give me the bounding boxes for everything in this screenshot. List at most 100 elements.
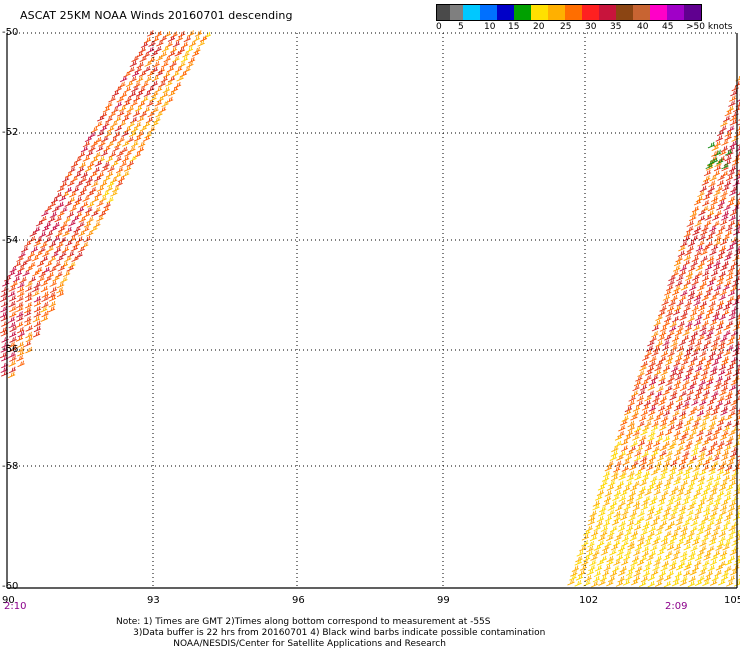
- wind-barb: [654, 364, 662, 372]
- wind-barb: [44, 236, 52, 243]
- wind-barb: [569, 574, 577, 581]
- wind-barb: [23, 340, 32, 348]
- wind-barb: [703, 530, 711, 537]
- wind-barb: [669, 370, 677, 377]
- wind-barb: [676, 274, 684, 282]
- wind-barb: [600, 529, 608, 537]
- wind-barb: [607, 504, 615, 511]
- wind-barb: [90, 126, 98, 133]
- wind-barb: [664, 479, 672, 487]
- wind-barb: [67, 250, 75, 258]
- wind-barb: [712, 480, 720, 488]
- wind-barb: [718, 294, 726, 301]
- wind-barb: [70, 161, 79, 168]
- wind-barb: [677, 439, 686, 446]
- wind-barb: [48, 255, 57, 263]
- wind-barb: [674, 329, 683, 337]
- wind-barb: [25, 280, 33, 288]
- wind-barb: [726, 364, 735, 371]
- wind-barb: [697, 215, 706, 222]
- wind-barb: [693, 225, 702, 232]
- wind-barb: [101, 135, 109, 143]
- wind-barb: [8, 321, 16, 329]
- wind-barb: [737, 169, 740, 172]
- wind-barb: [622, 458, 630, 466]
- wind-barb: [174, 49, 182, 57]
- wind-barb: [737, 264, 740, 267]
- wind-barb: [655, 359, 663, 367]
- wind-barb: [8, 341, 16, 348]
- wind-barb: [646, 365, 655, 372]
- wind-barb: [148, 126, 156, 133]
- wind-barb: [105, 115, 113, 123]
- wind-barb: [90, 225, 98, 232]
- wind-barb: [726, 269, 734, 277]
- wind-barb: [627, 420, 635, 428]
- wind-barb: [691, 424, 699, 432]
- legend-color-swatch: [633, 5, 650, 20]
- wind-barb: [85, 176, 93, 184]
- wind-barb: [646, 509, 655, 516]
- wind-barb: [41, 291, 49, 298]
- wind-barb: [686, 225, 694, 233]
- wind-barb: [68, 219, 76, 227]
- wind-barb: [721, 355, 730, 363]
- wind-barb: [122, 170, 130, 178]
- wind-barb: [648, 409, 656, 416]
- wind-barb: [618, 424, 626, 432]
- wind-barb: [642, 354, 650, 361]
- wind-barb: [669, 393, 677, 401]
- wind-barb: [590, 554, 598, 561]
- wind-barb: [659, 424, 667, 431]
- wind-barb: [648, 430, 656, 437]
- wind-barb: [673, 379, 682, 386]
- wind-barb: [29, 230, 37, 237]
- wind-barb: [682, 374, 691, 381]
- wind-barb: [671, 504, 679, 512]
- wind-barb: [725, 414, 733, 421]
- wind-barb: [627, 424, 635, 432]
- wind-barb: [632, 384, 640, 392]
- wind-barb: [147, 56, 156, 63]
- wind-barb: [726, 459, 734, 466]
- wind-barb: [715, 304, 724, 312]
- wind-barb: [656, 430, 665, 438]
- wind-barb: [708, 350, 717, 358]
- wind-barb: [32, 269, 40, 277]
- wind-barb: [651, 399, 659, 407]
- wind-barb: [64, 200, 72, 207]
- wind-barb: [662, 294, 671, 301]
- wind-barb: [679, 294, 687, 302]
- wind-barb: [710, 199, 718, 206]
- wind-barb: [701, 275, 710, 282]
- wind-barb: [644, 394, 652, 402]
- lat-label: -56: [2, 344, 19, 355]
- wind-barb: [658, 474, 666, 481]
- wind-barb: [72, 199, 81, 207]
- wind-barb: [717, 464, 725, 471]
- wind-barb: [77, 151, 86, 158]
- legend-label: 5: [458, 22, 464, 32]
- wind-barb: [728, 309, 737, 317]
- wind-barb: [642, 470, 651, 478]
- wind-barb: [620, 489, 628, 497]
- wind-barb: [674, 449, 682, 457]
- wind-barb: [140, 41, 149, 48]
- legend-label: 30: [585, 22, 597, 32]
- wind-barb: [717, 369, 726, 376]
- wind-barb: [680, 284, 689, 291]
- wind-barb: [647, 580, 655, 588]
- wind-barb: [8, 285, 16, 292]
- wind-barb: [664, 315, 672, 323]
- wind-barb: [44, 260, 53, 268]
- wind-barb: [24, 291, 33, 299]
- wind-barb: [33, 281, 41, 289]
- wind-barb: [106, 140, 114, 148]
- wind-barb: [732, 440, 740, 448]
- wind-barb: [9, 355, 17, 362]
- wind-barb: [115, 180, 123, 187]
- wind-barb: [149, 95, 157, 102]
- wind-barb: [85, 206, 93, 214]
- wind-barb: [710, 244, 719, 251]
